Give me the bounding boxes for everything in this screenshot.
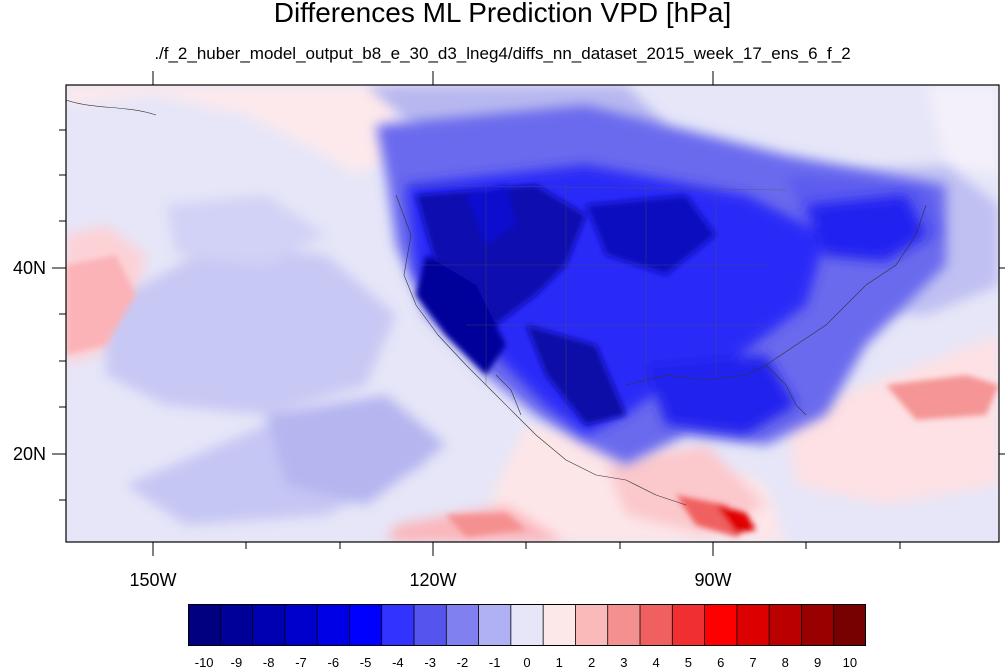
colorbar-tick-label: 0: [523, 655, 531, 670]
colorbar-tick-label: -10: [194, 655, 214, 670]
map-subtitle: ./f_2_huber_model_output_b8_e_30_d3_lneg…: [154, 44, 851, 63]
colorbar-swatch: [381, 604, 415, 646]
colorbar-tick-label: 3: [620, 655, 628, 670]
lon-label-150w: 150W: [129, 570, 177, 590]
colorbar-tick-label: 10: [842, 655, 858, 670]
colorbar-tick-label: -5: [359, 655, 372, 670]
colorbar-tick-label: -1: [488, 655, 501, 670]
colorbar-swatch: [639, 604, 674, 646]
colorbar-tick-label: 7: [749, 655, 757, 670]
colorbar-swatch: [188, 604, 222, 646]
colorbar-swatch: [542, 604, 577, 646]
colorbar-tick-label: 2: [587, 655, 596, 670]
colorbar-swatch: [510, 604, 545, 646]
colorbar-swatch: [349, 604, 383, 646]
colorbar-tick-label: 4: [652, 655, 660, 670]
vpd-difference-field: [66, 85, 999, 542]
colorbar-swatch: [575, 604, 609, 646]
colorbar: [188, 604, 866, 646]
lon-label-120w: 120W: [409, 570, 457, 590]
lat-label-20n: 20N: [12, 444, 46, 464]
lon-label-90w: 90W: [694, 570, 732, 590]
colorbar-swatch: [768, 604, 803, 646]
colorbar-swatch: [801, 604, 835, 646]
colorbar-swatch: [445, 604, 480, 646]
colorbar-tick-label: -6: [327, 655, 340, 670]
colorbar-tick-label: -8: [262, 655, 275, 670]
colorbar-swatch: [252, 604, 286, 646]
colorbar-swatch: [833, 604, 866, 646]
colorbar-tick-label: 9: [813, 655, 822, 670]
colorbar-swatch: [478, 604, 512, 646]
colorbar-tick-label: 1: [555, 655, 563, 670]
colorbar-tick-label: 5: [684, 655, 693, 670]
colorbar-tick-label: -9: [230, 655, 243, 670]
colorbar-tick-label: -3: [424, 655, 436, 670]
colorbar-swatch: [607, 604, 641, 646]
map-title: Differences ML Prediction VPD [hPa]: [273, 0, 732, 28]
colorbar-swatch: [284, 604, 319, 646]
colorbar-tick-label: -4: [392, 655, 404, 670]
colorbar-tick-label: -2: [456, 655, 469, 670]
colorbar-swatch: [219, 604, 254, 646]
colorbar-tick-label: 6: [717, 655, 725, 670]
lat-label-40n: 40N: [12, 258, 46, 278]
map-plot-area: [66, 85, 999, 542]
colorbar-swatch: [316, 604, 351, 646]
colorbar-swatch: [736, 604, 771, 646]
colorbar-tick-label: -7: [295, 655, 307, 670]
colorbar-tick-label: 8: [781, 655, 789, 670]
colorbar-swatch: [413, 604, 448, 646]
colorbar-swatch: [704, 604, 738, 646]
colorbar-swatch: [671, 604, 706, 646]
